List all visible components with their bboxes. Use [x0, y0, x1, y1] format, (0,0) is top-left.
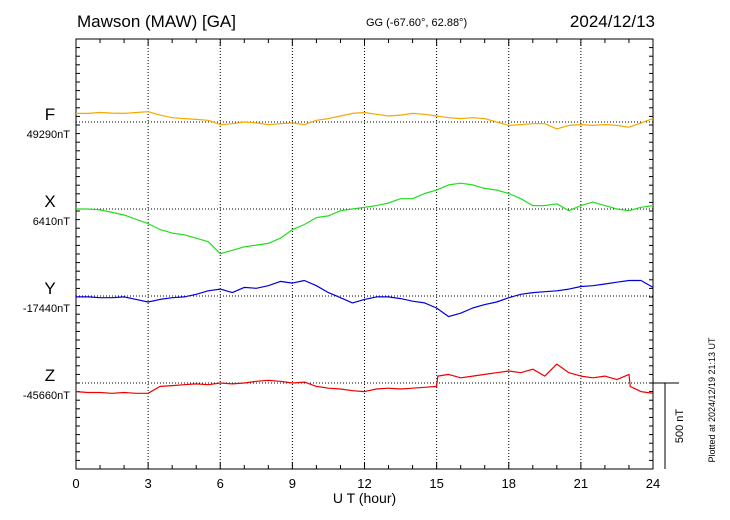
- x-axis-label: U T (hour): [333, 490, 396, 506]
- series-baselines: [76, 121, 653, 384]
- x-tick-label: 18: [502, 476, 516, 491]
- x-tick-labels: 0 3 6 9 12 15 18 21 24: [72, 476, 660, 491]
- x-tick-label: 21: [574, 476, 588, 491]
- trace-y: [76, 279, 654, 318]
- series-labels: F 49290nT X 6410nT Y -17440nT Z -45660nT: [23, 105, 70, 402]
- station-title: Mawson (MAW) [GA]: [77, 12, 236, 31]
- series-name-z: Z: [45, 366, 55, 385]
- date-label: 2024/12/13: [570, 12, 655, 31]
- series-baseline-z: -45660nT: [23, 390, 70, 402]
- x-tick-label: 24: [646, 476, 660, 491]
- trace-f: [76, 111, 654, 130]
- x-tick-label: 15: [429, 476, 443, 491]
- axis-ticks: [75, 39, 654, 469]
- scale-bar-label: 500 nT: [674, 409, 686, 444]
- trace-z: [75, 363, 654, 394]
- series-name-y: Y: [44, 279, 55, 298]
- plotted-note: Plotted at 2024/12/19 21:13 UT: [707, 337, 717, 463]
- x-tick-label: 12: [357, 476, 371, 491]
- x-tick-label: 6: [217, 476, 224, 491]
- time-gridlines: [147, 39, 582, 469]
- plot-frame: [75, 38, 654, 470]
- trace-x: [76, 182, 654, 255]
- series-name-f: F: [45, 105, 55, 124]
- series-name-x: X: [44, 192, 55, 211]
- series-baseline-y: -17440nT: [23, 303, 70, 315]
- x-tick-label: 0: [72, 476, 79, 491]
- x-tick-label: 9: [289, 476, 296, 491]
- series-traces: [75, 111, 654, 394]
- series-baseline-x: 6410nT: [33, 216, 71, 228]
- series-baseline-f: 49290nT: [27, 129, 71, 141]
- x-tick-label: 3: [145, 476, 152, 491]
- coords-label: GG (-67.60°, 62.88°): [366, 17, 467, 29]
